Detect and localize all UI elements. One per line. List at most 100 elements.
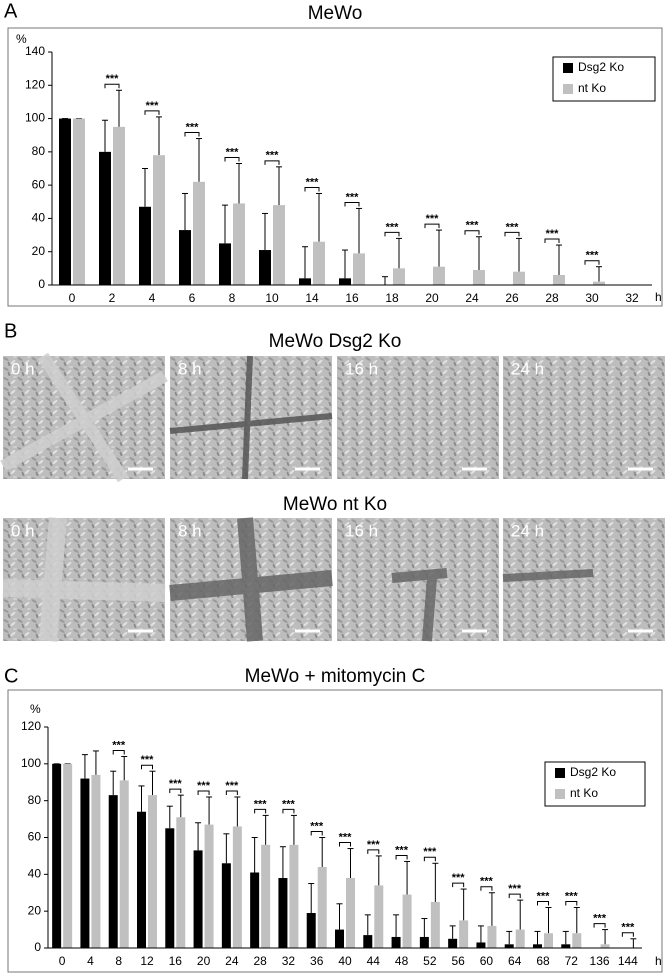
x-tick-label: 32 — [625, 291, 639, 305]
x-axis-unit: h — [655, 954, 662, 968]
significance: *** — [310, 820, 324, 832]
bracket — [565, 900, 578, 906]
bar — [221, 863, 231, 948]
bracket — [344, 201, 360, 207]
x-tick-label: 20 — [425, 291, 439, 305]
x-tick-label: 48 — [395, 954, 409, 968]
bar — [430, 901, 440, 948]
x-tick-label: 72 — [565, 954, 579, 968]
bar — [165, 828, 175, 948]
bracket — [282, 808, 295, 814]
bar — [289, 844, 299, 948]
bar — [433, 266, 445, 285]
significance: *** — [266, 150, 280, 162]
legend-label: nt Ko — [570, 786, 598, 800]
x-tick-label: 52 — [423, 954, 437, 968]
time-label: 24 h — [511, 359, 544, 378]
x-tick-label: 4 — [149, 291, 156, 305]
bar — [80, 778, 90, 948]
y-tick-label: 60 — [28, 830, 42, 844]
significance: *** — [593, 912, 607, 924]
micrograph: 0 h — [2, 517, 166, 642]
bar — [515, 929, 525, 948]
bar — [176, 817, 186, 948]
bar — [250, 872, 260, 948]
x-tick-label: 24 — [465, 291, 479, 305]
bracket — [254, 808, 267, 814]
x-tick-label: 56 — [451, 954, 465, 968]
bar — [346, 878, 355, 948]
bar — [339, 278, 351, 285]
significance: *** — [367, 839, 381, 851]
legend-label: nt Ko — [578, 81, 606, 95]
bar — [353, 253, 365, 285]
x-tick-label: 32 — [282, 954, 296, 968]
significance: *** — [386, 221, 400, 233]
bar — [363, 935, 373, 948]
x-tick-label: 2 — [109, 291, 116, 305]
bracket — [112, 749, 125, 755]
panel-label: A — [4, 0, 18, 22]
significance: *** — [106, 73, 120, 85]
y-tick-label: 120 — [21, 719, 41, 733]
scratch — [0, 352, 168, 483]
bar — [273, 205, 285, 285]
significance: *** — [282, 798, 296, 810]
scratch — [391, 568, 448, 642]
scratch — [169, 355, 333, 480]
bracket — [264, 160, 280, 165]
bar — [553, 275, 565, 285]
bar — [233, 203, 245, 285]
bar — [99, 151, 111, 285]
micrograph: 24 h — [503, 356, 665, 479]
bar — [335, 929, 344, 948]
bar — [419, 936, 429, 948]
chart-title: MeWo + mitomycin C — [245, 666, 426, 687]
bar — [513, 271, 525, 285]
bar — [232, 826, 242, 948]
bar — [448, 938, 458, 948]
x-tick-label: 24 — [225, 954, 239, 968]
bar — [63, 763, 73, 948]
bar — [137, 811, 146, 948]
y-tick-label: 0 — [38, 277, 45, 291]
significance: *** — [423, 846, 437, 858]
bracket — [304, 186, 320, 192]
bracket — [452, 882, 465, 888]
micrograph: 16 h — [337, 356, 499, 479]
significance: *** — [480, 876, 494, 888]
bar — [153, 155, 165, 285]
significance: *** — [306, 176, 320, 188]
micrograph-bg — [337, 356, 499, 479]
y-tick-label: 80 — [32, 144, 46, 158]
bar — [393, 268, 405, 285]
x-tick-label: 6 — [189, 291, 196, 305]
bar — [533, 944, 542, 948]
y-tick-label: 80 — [28, 793, 42, 807]
micrograph: 8 h — [169, 355, 333, 480]
y-tick-label: 120 — [25, 77, 45, 91]
bracket — [480, 886, 493, 891]
bar — [193, 850, 203, 948]
bar — [561, 944, 571, 948]
bracket — [144, 110, 160, 115]
micrograph: 16 h — [337, 518, 499, 642]
time-label: 24 h — [511, 521, 544, 540]
x-tick-label: 28 — [253, 954, 267, 968]
bar — [402, 894, 412, 948]
significance: *** — [452, 872, 466, 884]
x-tick-label: 4 — [87, 954, 94, 968]
bar — [299, 278, 311, 285]
x-tick-label: 0 — [59, 954, 66, 968]
bracket — [384, 231, 400, 237]
bar — [391, 936, 401, 948]
bracket — [339, 842, 351, 847]
significance: *** — [537, 890, 551, 902]
bar — [52, 763, 62, 948]
time-label: 8 h — [178, 521, 202, 540]
bracket — [197, 790, 210, 795]
bar — [313, 241, 325, 285]
panel-label: C — [4, 665, 18, 687]
time-label: 16 h — [345, 359, 378, 378]
chart-title: MeWo — [308, 3, 363, 24]
